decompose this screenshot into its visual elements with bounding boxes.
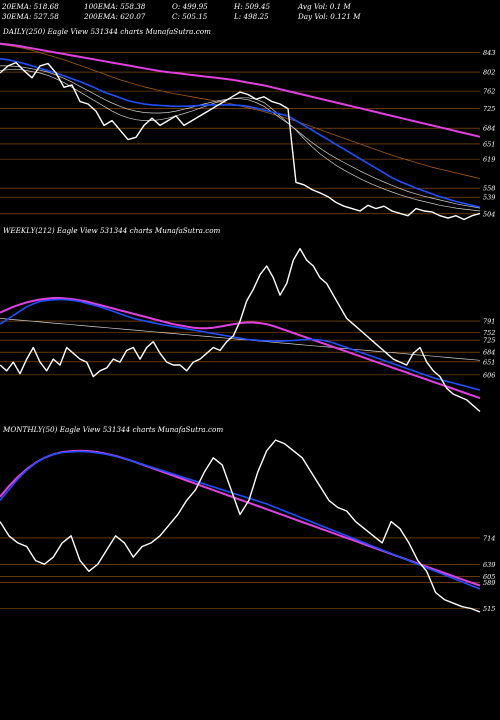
day-vol-stat: Day Vol: 0.121 M [298,12,361,21]
ema200-stat: 200EMA: 620.07 [84,12,146,21]
ema-series-line [0,449,481,587]
ema-series-line [0,58,481,208]
price-level-label: 843 [483,49,495,57]
price-series-line [0,247,481,413]
price-level-label: 539 [483,194,495,202]
price-level-label: 639 [483,561,495,569]
ema-series-line [0,44,481,179]
ema-series-line [0,65,481,209]
close-stat: C: 505.15 [172,12,208,21]
price-level-label: 802 [483,69,495,77]
ema-series-line [0,297,481,400]
ema-series-line [0,450,481,590]
price-level-label: 651 [483,140,495,148]
price-series-line [0,61,481,221]
ema-series-line [0,318,481,361]
price-level-label: 725 [483,337,495,345]
price-level-label: 504 [483,210,495,218]
price-level-label: 791 [483,318,495,326]
price-level-label: 714 [483,534,495,542]
avg-vol-stat: Avg Vol: 0.1 M [298,2,351,11]
price-level-label: 619 [483,156,495,164]
weekly-panel-label: WEEKLY(212) Eagle View 531344 charts Mun… [3,226,221,235]
price-level-label: 605 [483,573,495,581]
price-series-line [0,439,481,613]
open-stat: O: 499.95 [172,2,208,11]
high-stat: H: 509.45 [234,2,271,11]
price-level-label: 606 [483,371,495,379]
ema30-stat: 30EMA: 527.58 [2,12,59,21]
daily-panel-label: DAILY(250) Eagle View 531344 charts Muna… [3,27,211,36]
monthly-panel-label: MONTHLY(50) Eagle View 531344 charts Mun… [3,425,224,434]
ema-series-line [0,68,481,212]
ema-series-line [0,42,481,138]
ema-stats-header: 20EMA: 518.68 100EMA: 558.38 O: 499.95 H… [2,2,498,24]
price-level-label: 684 [483,349,495,357]
price-level-label: 684 [483,125,495,133]
low-stat: L: 498.25 [234,12,269,21]
price-level-label: 589 [483,579,495,587]
ema-series-line [0,298,481,391]
price-level-label: 558 [483,185,495,193]
price-level-label: 762 [483,88,495,96]
price-level-label: 752 [483,329,495,337]
ema100-stat: 100EMA: 558.38 [84,2,146,11]
price-level-label: 515 [483,605,495,613]
ema20-stat: 20EMA: 518.68 [2,2,59,11]
price-level-label: 651 [483,358,495,366]
price-level-label: 725 [483,105,495,113]
